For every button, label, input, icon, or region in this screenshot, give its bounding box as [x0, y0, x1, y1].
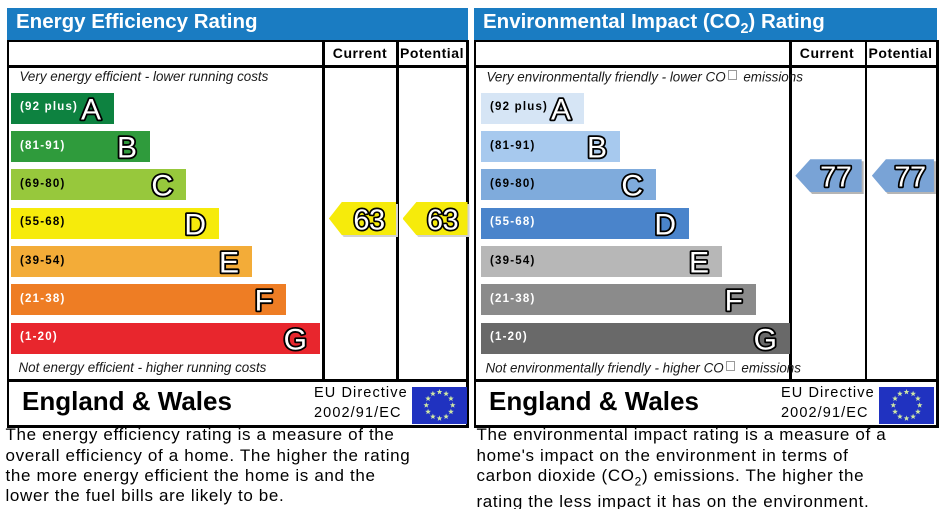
- svg-text:B: B: [587, 131, 607, 162]
- svg-text:B: B: [117, 131, 137, 162]
- svg-text:E: E: [219, 246, 239, 277]
- svg-text:63: 63: [353, 204, 384, 235]
- svg-text:A: A: [80, 93, 100, 124]
- svg-text:C: C: [621, 170, 643, 201]
- svg-text:F: F: [724, 285, 742, 316]
- svg-text:77: 77: [820, 161, 851, 192]
- svg-text:63: 63: [426, 204, 457, 235]
- svg-text:D: D: [184, 208, 206, 239]
- svg-text:G: G: [753, 323, 776, 354]
- svg-text:D: D: [654, 208, 676, 239]
- svg-text:77: 77: [894, 161, 925, 192]
- svg-text:G: G: [283, 323, 306, 354]
- svg-text:A: A: [550, 93, 570, 124]
- svg-text:E: E: [689, 246, 709, 277]
- svg-text:F: F: [254, 285, 272, 316]
- svg-text:C: C: [151, 170, 173, 201]
